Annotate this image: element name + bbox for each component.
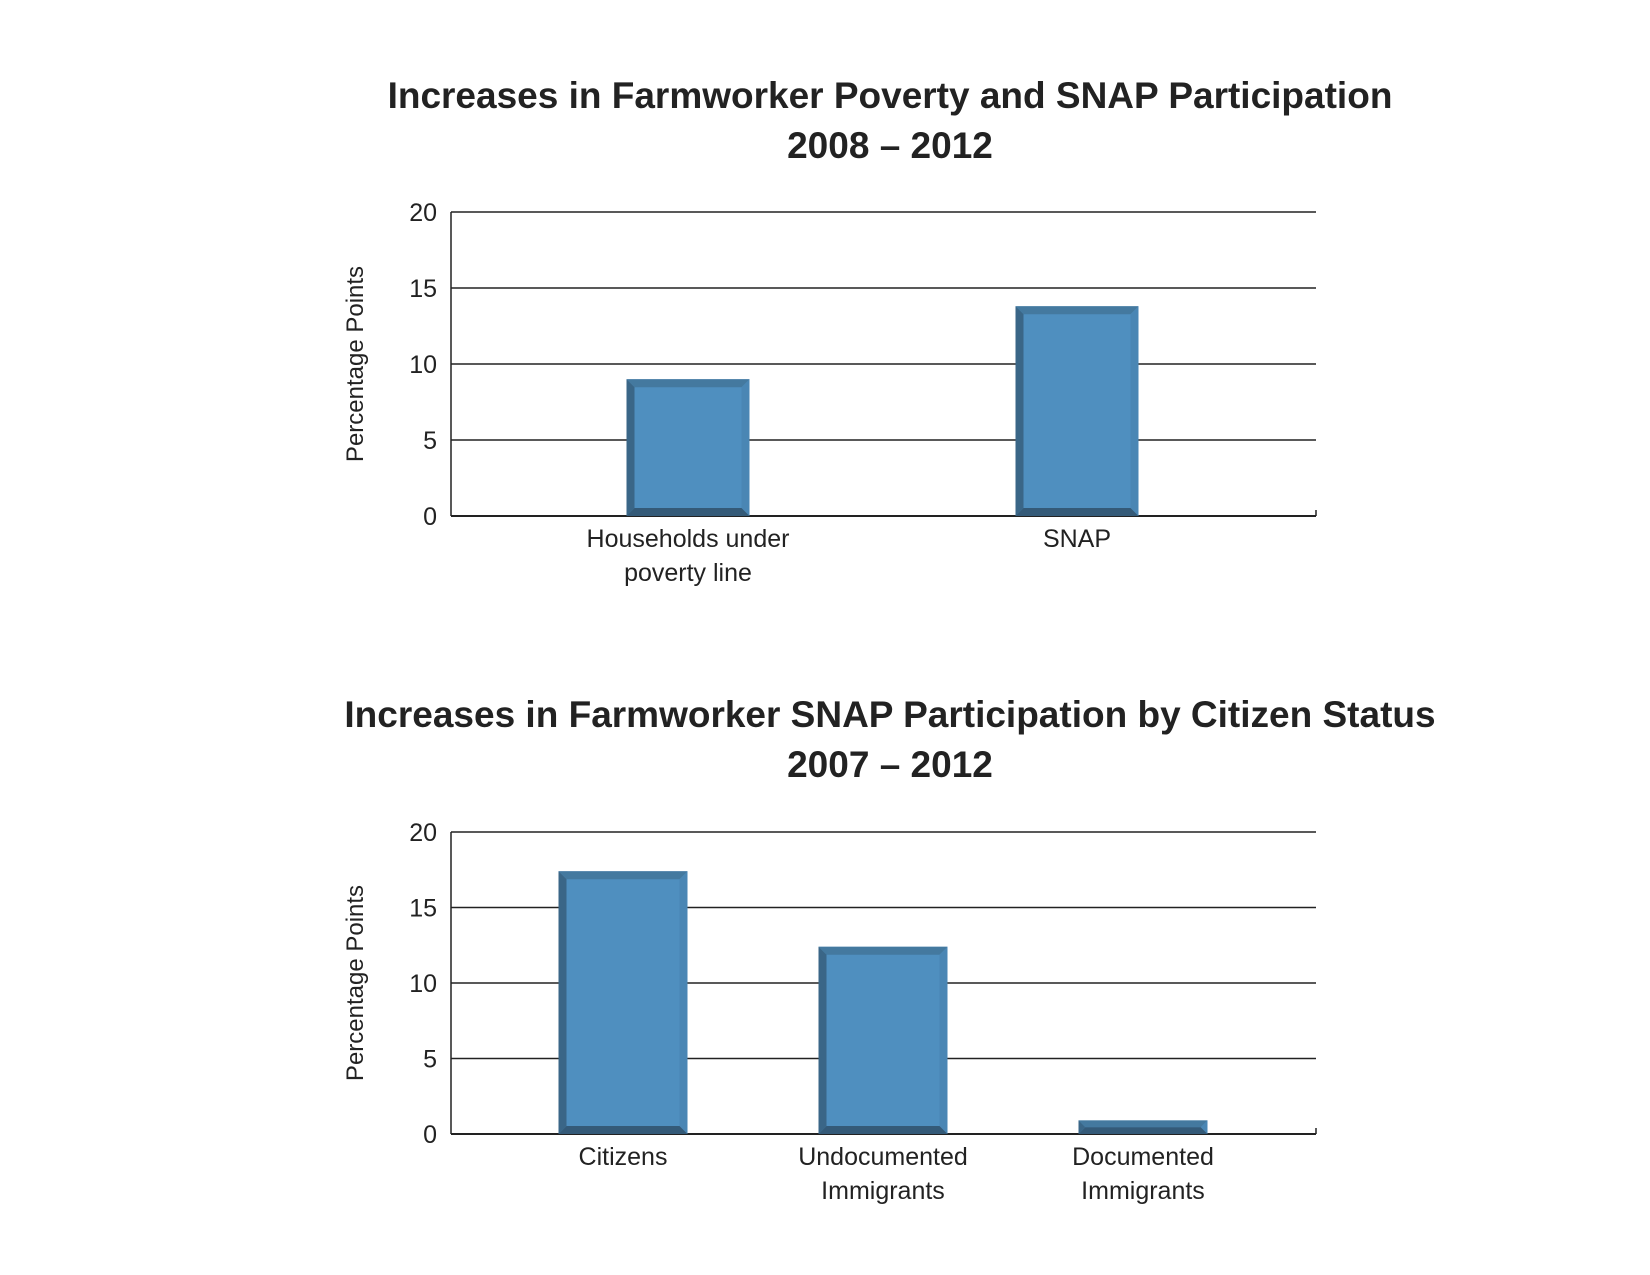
bar-bevel-right <box>679 871 688 1134</box>
y-tick-label: 5 <box>423 1046 437 1074</box>
x-category-label: Citizens <box>579 1143 668 1171</box>
y-tick-label: 15 <box>409 895 437 923</box>
bar-bevel-right <box>1200 1120 1208 1134</box>
y-tick-label: 0 <box>423 503 437 531</box>
x-category-label: poverty line <box>624 559 752 587</box>
bar-bevel-left <box>1078 1120 1086 1134</box>
x-category-label: Households under <box>587 525 790 553</box>
bar-face <box>818 946 948 1134</box>
bar-bevel-left <box>626 379 635 516</box>
bar-bevel-right <box>741 379 750 516</box>
bar-face <box>558 871 688 1134</box>
bar-bevel-bottom <box>1078 1127 1208 1134</box>
bar-bevel-bottom <box>818 1126 948 1134</box>
chart-title: Increases in Farmworker Poverty and SNAP… <box>388 75 1393 116</box>
bar-bevel-left <box>1015 306 1024 516</box>
bar-bevel-bottom <box>626 508 750 516</box>
bar <box>1015 306 1139 516</box>
x-category-label: Immigrants <box>1081 1177 1205 1205</box>
x-category-label: SNAP <box>1043 525 1111 553</box>
bar <box>558 871 688 1134</box>
y-tick-label: 10 <box>409 970 437 998</box>
y-tick-label: 0 <box>423 1121 437 1149</box>
chart-subtitle: 2007 – 2012 <box>787 744 993 785</box>
bar-bevel-left <box>558 871 567 1134</box>
y-axis-label: Percentage Points <box>342 885 369 1081</box>
chart-subtitle: 2008 – 2012 <box>787 125 993 166</box>
x-category-label: Documented <box>1072 1143 1214 1171</box>
bar-bevel-top <box>558 871 688 880</box>
bar <box>626 379 750 516</box>
bar <box>818 946 948 1134</box>
bar-bevel-top <box>1015 306 1139 315</box>
bar-bevel-right <box>939 946 948 1134</box>
x-category-label: Immigrants <box>821 1177 945 1205</box>
bar <box>1078 1120 1208 1134</box>
x-category-label: Undocumented <box>798 1143 968 1171</box>
y-tick-label: 5 <box>423 427 437 455</box>
bar-bevel-top <box>626 379 750 388</box>
y-tick-label: 10 <box>409 351 437 379</box>
y-axis-label: Percentage Points <box>342 266 369 462</box>
bar-bevel-top <box>818 946 948 955</box>
chart-title: Increases in Farmworker SNAP Participati… <box>344 694 1435 735</box>
bar-face <box>1015 306 1139 516</box>
chart-1: Increases in Farmworker Poverty and SNAP… <box>342 75 1392 587</box>
bar-bevel-left <box>818 946 827 1134</box>
bar-face <box>626 379 750 516</box>
chart-2: Increases in Farmworker SNAP Participati… <box>342 694 1436 1205</box>
bar-bevel-bottom <box>558 1126 688 1134</box>
bar-bevel-right <box>1130 306 1139 516</box>
bar-bevel-bottom <box>1015 508 1139 516</box>
bar-bevel-top <box>1078 1120 1208 1128</box>
y-tick-label: 20 <box>409 199 437 227</box>
y-tick-label: 20 <box>409 819 437 847</box>
y-tick-label: 15 <box>409 275 437 303</box>
